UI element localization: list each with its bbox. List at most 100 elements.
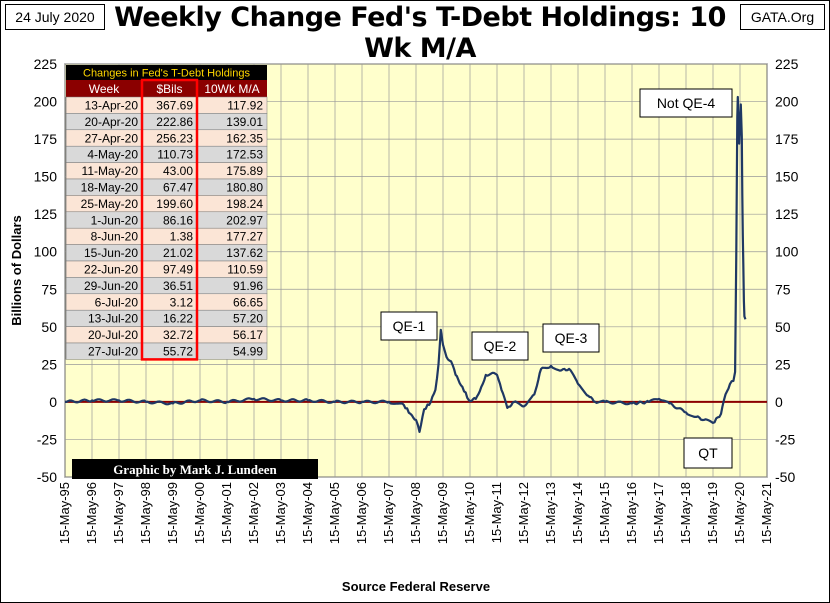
table-cell: 13-Jul-20 <box>88 312 138 326</box>
x-tick-label: 15-May-13 <box>543 482 558 544</box>
y-tick-label-right: 150 <box>775 169 799 185</box>
x-tick-label: 15-May-09 <box>435 482 450 544</box>
table-cell: 4-May-20 <box>87 148 138 162</box>
table-cell: 177.27 <box>226 230 263 244</box>
annotation: QE-3 <box>542 323 600 353</box>
table-cell: 198.24 <box>226 197 263 211</box>
table-cell: 202.97 <box>226 213 263 227</box>
x-tick-label: 15-May-10 <box>462 482 477 544</box>
table-cell: 11-May-20 <box>82 164 139 178</box>
table-cell: 22-Jun-20 <box>84 263 138 277</box>
table-cell: 20-Jul-20 <box>88 328 138 342</box>
table-cell: 67.47 <box>163 181 193 195</box>
x-tick-label: 15-May-21 <box>759 482 774 544</box>
credit-text: Graphic by Mark J. Lundeen <box>113 462 277 477</box>
source-site-label: GATA.Org <box>740 4 825 30</box>
table-header-cell: $Bils <box>156 82 182 96</box>
x-tick-label: 15-May-07 <box>381 482 396 544</box>
table-column-highlight <box>140 78 199 361</box>
table-cell: 55.72 <box>163 345 193 359</box>
x-tick-label: 15-May-15 <box>597 482 612 544</box>
y-tick-label-left: 100 <box>34 244 58 260</box>
y-tick-label-left: 125 <box>34 206 58 222</box>
y-tick-label-right: 0 <box>775 394 783 410</box>
table-cell: 110.59 <box>227 263 263 277</box>
annotation-label: QT <box>698 445 718 461</box>
table-cell: 175.89 <box>226 164 263 178</box>
annotation-box <box>542 323 600 353</box>
table-cell: 57.20 <box>233 312 263 326</box>
x-tick-label: 15-May-11 <box>489 482 504 543</box>
y-tick-label-left: 0 <box>49 394 57 410</box>
y-axis-label: Billions of Dollars <box>9 215 24 326</box>
annotation-box <box>683 437 733 469</box>
x-tick-label: 15-May-14 <box>570 482 585 544</box>
y-tick-label-right: 125 <box>775 206 799 222</box>
table-cell: 1-Jun-20 <box>91 213 139 227</box>
y-tick-label-right: 225 <box>775 56 799 72</box>
table-cell: 32.72 <box>163 328 193 342</box>
y-tick-label-left: 50 <box>41 319 57 335</box>
table-cell: 36.51 <box>163 279 193 293</box>
x-tick-label: 15-May-05 <box>327 482 342 544</box>
x-tick-label: 15-May-20 <box>732 482 747 544</box>
annotation: Not QE-4 <box>639 88 733 118</box>
table-cell: 43.00 <box>163 164 193 178</box>
annotation-label: Not QE-4 <box>657 95 716 111</box>
table-cell: 117.92 <box>227 99 263 113</box>
y-tick-label-left: 75 <box>41 281 57 297</box>
y-tick-label-left: -25 <box>37 431 57 447</box>
y-tick-label-left: 225 <box>34 56 58 72</box>
x-tick-label: 15-May-98 <box>138 482 153 544</box>
annotation: QE-1 <box>380 311 438 341</box>
table-cell: 54.99 <box>233 345 263 359</box>
annotation-label: QE-1 <box>393 318 426 334</box>
y-tick-label-right: 100 <box>775 244 799 260</box>
table-cell: 20-Apr-20 <box>85 115 139 129</box>
table-cell: 139.01 <box>226 115 263 129</box>
y-tick-label-right: 200 <box>775 94 799 110</box>
table-header-bg <box>66 80 267 97</box>
table-cell: 8-Jun-20 <box>91 230 139 244</box>
date-label: 24 July 2020 <box>5 4 105 30</box>
annotation-box <box>471 331 529 361</box>
table-cell: 66.65 <box>233 295 263 309</box>
x-tick-label: 15-May-95 <box>57 482 72 544</box>
annotation: QE-2 <box>471 331 529 361</box>
y-tick-label-left: 25 <box>41 356 57 372</box>
y-tick-label-left: -50 <box>37 469 57 485</box>
credit-bg <box>72 459 318 479</box>
table-cell: 137.62 <box>226 246 263 260</box>
y-tick-label-right: 50 <box>775 319 791 335</box>
table-title: Changes in Fed's T-Debt Holdings <box>83 68 250 80</box>
table-cell: 222.86 <box>156 115 193 129</box>
table-header-cell: Week <box>89 82 120 96</box>
table-cell: 97.49 <box>163 263 193 277</box>
data-table: Changes in Fed's T-Debt Holdings Week $Bil… <box>65 65 268 361</box>
x-axis-label: Source Federal Reserve <box>342 579 490 594</box>
table-cell: 172.53 <box>226 148 263 162</box>
x-tick-label: 15-May-19 <box>705 482 720 544</box>
x-tick-label: 15-May-96 <box>84 482 99 544</box>
table-cell: 6-Jul-20 <box>95 295 139 309</box>
y-tick-label-left: 175 <box>34 131 58 147</box>
x-tick-label: 15-May-12 <box>516 482 531 544</box>
table-title-bg <box>66 65 267 80</box>
x-tick-label: 15-May-01 <box>219 482 234 544</box>
table-cell: 180.80 <box>226 181 263 195</box>
y-tick-label-right: -50 <box>775 469 795 485</box>
table-cell: 27-Apr-20 <box>85 131 139 145</box>
x-tick-label: 15-May-08 <box>408 482 423 544</box>
table-cell: 13-Apr-20 <box>85 99 139 113</box>
annotation-box <box>380 311 438 341</box>
x-tick-label: 15-May-00 <box>192 482 207 544</box>
y-tick-label-right: 75 <box>775 281 791 297</box>
table-cell: 56.17 <box>233 328 263 342</box>
table-cell: 86.16 <box>163 213 193 227</box>
y-tick-label-right: 25 <box>775 356 791 372</box>
annotation-label: QE-3 <box>555 330 588 346</box>
table-cell: 27-Jul-20 <box>88 345 138 359</box>
x-tick-label: 15-May-02 <box>246 482 261 544</box>
table-cell: 199.60 <box>156 197 193 211</box>
y-tick-label-left: 150 <box>34 169 58 185</box>
